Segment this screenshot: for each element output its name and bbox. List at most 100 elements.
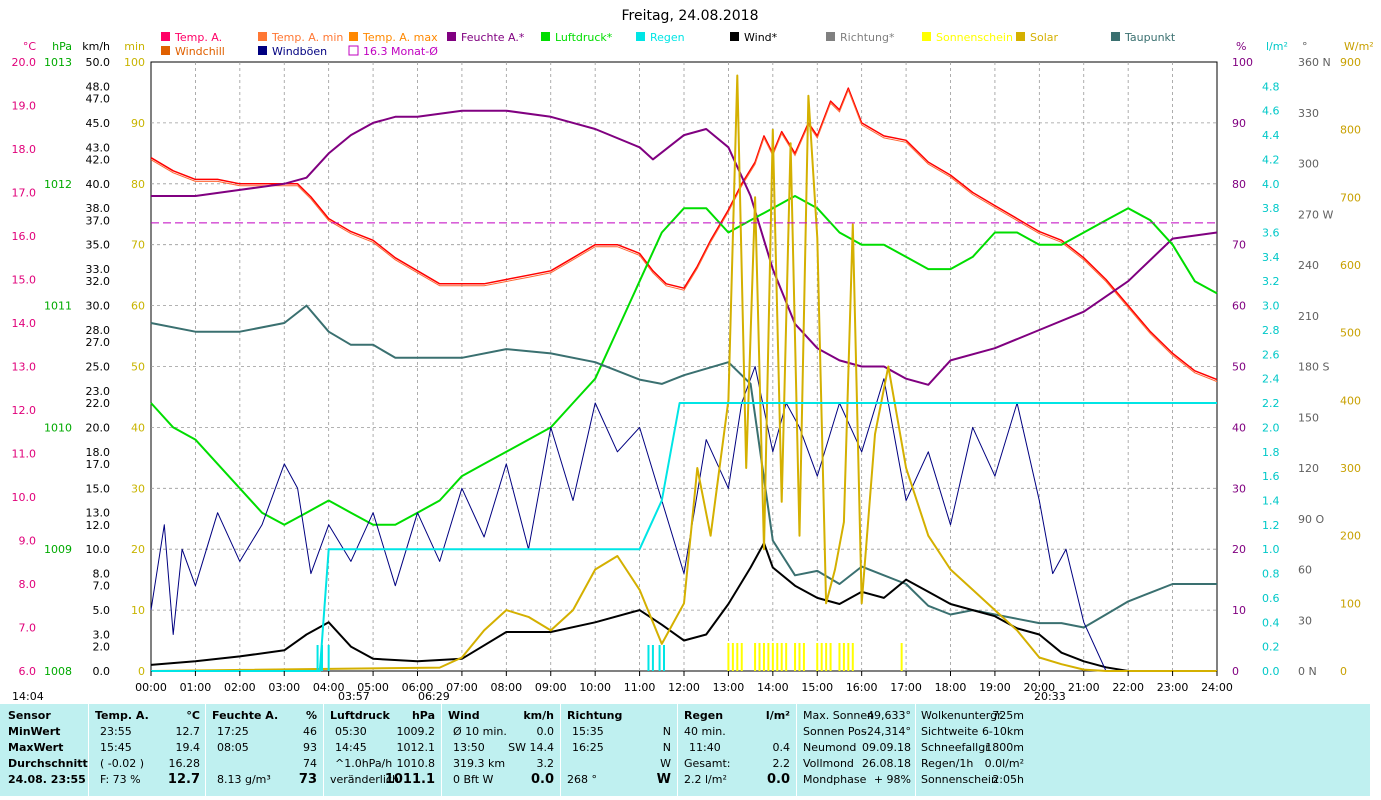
rain_lm2-tick-label: 0.4 bbox=[1262, 616, 1280, 629]
x-tick-label: 17:00 bbox=[890, 681, 922, 694]
rain_lm2-tick-label: 3.2 bbox=[1262, 275, 1280, 288]
temp_c-tick-label: 6.0 bbox=[19, 665, 37, 678]
wind-time: 13:50 bbox=[453, 741, 485, 754]
humidity_pct-tick-label: 70 bbox=[1232, 239, 1246, 252]
cloud-value: 725m bbox=[992, 709, 1024, 722]
pressure_hpa-tick-label: 1013 bbox=[44, 56, 72, 69]
direction_deg-tick-label: 240 bbox=[1298, 259, 1319, 272]
humidity-time: 17:25 bbox=[217, 725, 249, 738]
statistics-panel: Sensor MinWert MaxWert Durchschnitt 24.0… bbox=[0, 704, 1370, 796]
wind-distance: 319.3 km bbox=[453, 757, 506, 770]
series-line-temp-a- bbox=[150, 87, 1218, 381]
wind-header: Wind bbox=[448, 709, 480, 722]
pressure_hpa-tick-label: 1012 bbox=[44, 178, 72, 191]
legend-label: Wind* bbox=[744, 31, 778, 44]
rain_lm2-tick-label: 4.4 bbox=[1262, 129, 1280, 142]
clouds-column: Wolkenuntergr 725m Sichtweite 6-10km Schne… bbox=[921, 708, 1024, 788]
temp_c-tick-label: 13.0 bbox=[12, 361, 37, 374]
series-line-taupunkt bbox=[150, 304, 1217, 629]
rain-total-label: Gesamt: bbox=[684, 757, 731, 770]
direction-value: W bbox=[660, 757, 671, 770]
direction_deg-tick-label: 300 bbox=[1298, 158, 1319, 171]
solar_wm2-tick-label: 300 bbox=[1340, 462, 1361, 475]
direction-degrees: 268 ° bbox=[567, 773, 597, 786]
solar_wm2-tick-label: 100 bbox=[1340, 597, 1361, 610]
rain_lm2-tick-label: 4.8 bbox=[1262, 80, 1280, 93]
sunshine_min-axis-unit: min bbox=[124, 40, 145, 53]
direction_deg-tick-label: 180 S bbox=[1298, 361, 1329, 374]
divider bbox=[323, 704, 324, 796]
wind_kmh-tick-label: 10.0 bbox=[86, 543, 111, 556]
sensor-column: Sensor MinWert MaxWert Durchschnitt 24.0… bbox=[8, 708, 88, 788]
sunshine_min-tick-label: 50 bbox=[131, 361, 145, 374]
humidity_pct-tick-label: 50 bbox=[1232, 361, 1246, 374]
temp-current: 12.7 bbox=[167, 772, 200, 787]
weather-chart: Freitag, 24.08.2018 Temp. A. Temp. A. min… bbox=[11, 8, 1374, 703]
x-tick-label: 24:00 bbox=[1201, 681, 1233, 694]
sunshine_min-tick-label: 60 bbox=[131, 300, 145, 313]
rain_lm2-axis-unit: l/m² bbox=[1266, 40, 1288, 53]
sun-value: 49,633° bbox=[867, 709, 911, 722]
divider bbox=[796, 704, 797, 796]
pressure-trend: ^1.0hPa/h bbox=[335, 757, 393, 770]
humidity-column: Feuchte A.% 17:25 46 08:05 93 74 8.13 g/m³… bbox=[212, 708, 317, 788]
rain_lm2-tick-label: 1.6 bbox=[1262, 470, 1280, 483]
wind-value: 0.0 bbox=[536, 725, 555, 738]
humidity-unit: % bbox=[305, 709, 317, 722]
legend-label: Luftdruck* bbox=[555, 31, 613, 44]
x-tick-label: 13:00 bbox=[713, 681, 745, 694]
wind_kmh-tick-label: 30.0 bbox=[86, 300, 111, 313]
sensor-row: 24.08. 23:55 bbox=[8, 773, 86, 786]
x-tick-label: 09:00 bbox=[535, 681, 567, 694]
sun-column: Max. Sonnen 49,633° Sonnen Pos -24,314° Ne… bbox=[803, 708, 911, 788]
temp_c-tick-label: 18.0 bbox=[12, 143, 37, 156]
temp_c-tick-label: 17.0 bbox=[12, 187, 37, 200]
legend-swatch bbox=[636, 32, 645, 41]
solar_wm2-tick-label: 200 bbox=[1340, 530, 1361, 543]
rain_lm2-tick-label: 3.8 bbox=[1262, 202, 1280, 215]
x-tick-label: 22:00 bbox=[1112, 681, 1144, 694]
pressure_hpa-tick-label: 1008 bbox=[44, 665, 72, 678]
cloud-value: 1800m bbox=[985, 741, 1024, 754]
wind_kmh-tick-label: 48.0 bbox=[86, 80, 111, 93]
temp_c-tick-label: 7.0 bbox=[19, 622, 37, 635]
direction-header: Richtung bbox=[567, 709, 623, 722]
legend-label: Regen bbox=[650, 31, 685, 44]
temp_c-tick-label: 11.0 bbox=[12, 448, 37, 461]
humidity_pct-tick-label: 60 bbox=[1232, 300, 1246, 313]
sun-value: -24,314° bbox=[863, 725, 911, 738]
humidity-value: 93 bbox=[303, 741, 317, 754]
direction_deg-tick-label: 210 bbox=[1298, 310, 1319, 323]
rain_lm2-tick-label: 1.8 bbox=[1262, 446, 1280, 459]
x-tick-label: 03:00 bbox=[268, 681, 300, 694]
temp_c-tick-label: 19.0 bbox=[12, 100, 37, 113]
sunshine_min-tick-label: 40 bbox=[131, 421, 145, 434]
temp-unit: °C bbox=[186, 709, 200, 722]
pressure_hpa-axis-unit: hPa bbox=[52, 40, 72, 53]
temp-time: 23:55 bbox=[100, 725, 132, 738]
time-marker-sunset: 20:33 bbox=[1034, 690, 1066, 703]
humidity_pct-tick-label: 80 bbox=[1232, 178, 1246, 191]
legend-swatch bbox=[348, 45, 359, 56]
temp_c-tick-label: 16.0 bbox=[12, 230, 37, 243]
wind_kmh-tick-label: 12.0 bbox=[86, 519, 111, 532]
x-tick-label: 11:00 bbox=[624, 681, 656, 694]
humidity_pct-tick-label: 100 bbox=[1232, 56, 1253, 69]
wind_kmh-axis-unit: km/h bbox=[82, 40, 110, 53]
wind_kmh-tick-label: 7.0 bbox=[93, 580, 111, 593]
sunshine_min-tick-label: 80 bbox=[131, 178, 145, 191]
wind_kmh-tick-label: 20.0 bbox=[86, 421, 111, 434]
pressure_hpa-tick-label: 1010 bbox=[44, 421, 72, 434]
wind_kmh-tick-label: 15.0 bbox=[86, 482, 111, 495]
legend-label: Temp. A. max bbox=[362, 31, 438, 44]
wind_kmh-tick-label: 17.0 bbox=[86, 458, 111, 471]
direction-current: W bbox=[656, 772, 671, 787]
legend-label: Windböen bbox=[272, 45, 327, 58]
divider bbox=[205, 704, 206, 796]
legend-swatch bbox=[826, 32, 835, 41]
humidity_pct-tick-label: 20 bbox=[1232, 543, 1246, 556]
humidity_pct-tick-label: 0 bbox=[1232, 665, 1239, 678]
solar_wm2-tick-label: 0 bbox=[1340, 665, 1347, 678]
solar_wm2-tick-label: 800 bbox=[1340, 124, 1361, 137]
series-line-regen bbox=[151, 402, 1217, 672]
